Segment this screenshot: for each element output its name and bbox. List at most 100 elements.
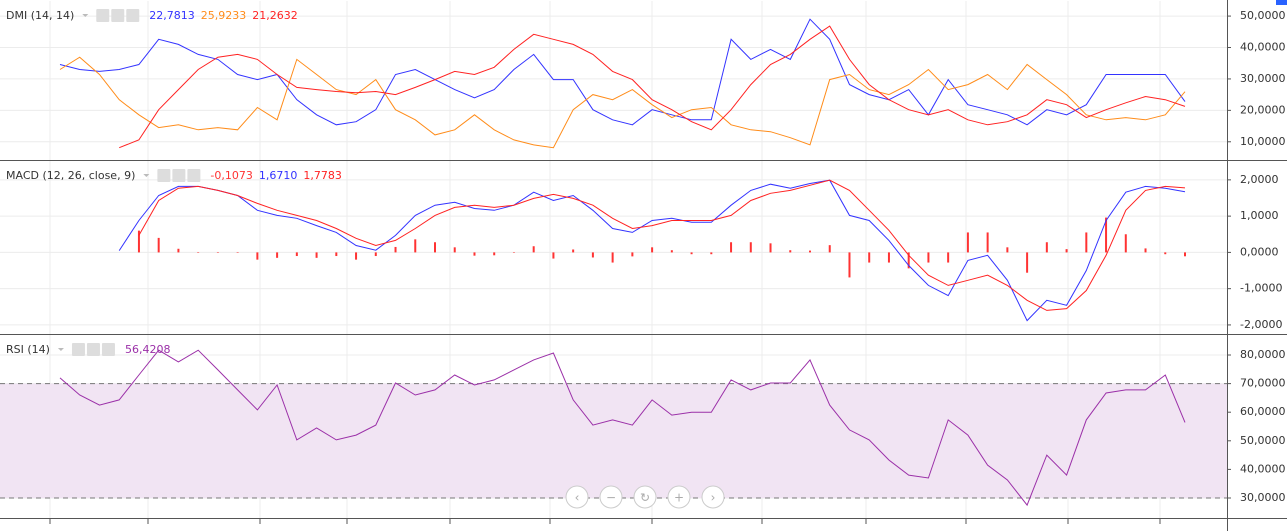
histogram-bar: [276, 252, 279, 258]
series-line: [59, 18, 1186, 126]
legend-value: 56,4208: [125, 343, 171, 356]
y-tick-label: 80,0000: [1240, 348, 1286, 361]
histogram-bar: [532, 246, 535, 253]
nav-button-icon: +: [674, 491, 684, 505]
legend-value: 1,6710: [259, 169, 298, 182]
histogram-bar: [887, 252, 890, 263]
band: [0, 383, 1227, 498]
legend-value: -0,1073: [210, 169, 252, 182]
y-tick-label: 30,0000: [1240, 491, 1286, 504]
icon-button: [101, 343, 115, 356]
y-tick-label: 20,0000: [1240, 103, 1286, 116]
histogram-bar: [216, 252, 219, 253]
histogram-bar: [947, 252, 950, 263]
histogram-bar: [670, 250, 673, 253]
histogram-bar: [1006, 247, 1009, 253]
nav-button-circle: [565, 485, 589, 509]
histogram-bar: [927, 252, 930, 263]
histogram-bar: [1065, 249, 1068, 253]
series-line: [118, 179, 1186, 322]
icon-button: [172, 169, 186, 182]
histogram-bar: [434, 242, 436, 253]
histogram-bar: [710, 252, 713, 255]
icon-button: [86, 343, 100, 356]
histogram-bar: [374, 252, 377, 257]
histogram-bar: [730, 242, 733, 253]
dropdown: [57, 348, 64, 351]
nav-button-icon: ↻: [640, 491, 650, 505]
histogram-bar: [1085, 232, 1088, 253]
histogram-bar: [690, 252, 693, 255]
y-tick-label: -2,0000: [1240, 318, 1282, 331]
nav-button[interactable]: ↻: [633, 485, 657, 509]
legend-value: 21,2632: [252, 9, 298, 22]
histogram-bar: [1184, 252, 1186, 257]
histogram-bar: [631, 252, 634, 257]
y-tick-label: 2,0000: [1240, 173, 1279, 186]
y-tick-label: 40,0000: [1240, 462, 1286, 475]
y-tick-label: -1,0000: [1240, 282, 1282, 295]
histogram-bar: [315, 252, 318, 258]
histogram-bar: [986, 232, 989, 253]
nav-button-icon: ‹: [575, 491, 580, 505]
histogram-bar: [355, 252, 358, 260]
histogram-bar: [907, 252, 910, 269]
histogram-bar: [789, 250, 792, 253]
nav-button-circle: [701, 485, 725, 509]
histogram-bar: [828, 245, 831, 253]
series-line: [138, 179, 1186, 311]
y-tick-label: 50,0000: [1240, 9, 1286, 22]
y-tick-label: 10,0000: [1240, 135, 1286, 148]
legend-value: 25,9233: [201, 9, 247, 22]
histogram-bar: [848, 252, 851, 278]
histogram-bar: [295, 252, 298, 257]
y-tick-label: 30,0000: [1240, 72, 1286, 85]
nav-button-circle: [633, 485, 657, 509]
histogram-bar: [473, 252, 476, 256]
y-tick-label: 70,0000: [1240, 377, 1286, 390]
nav-button-icon: −: [606, 491, 616, 505]
histogram-bar: [414, 239, 417, 253]
histogram-bar: [769, 243, 772, 253]
icon-button: [157, 169, 171, 182]
series-line: [119, 25, 1186, 149]
icon-button: [96, 9, 110, 22]
pane-title: DMI (14, 14): [6, 9, 74, 22]
histogram-bar: [809, 250, 811, 253]
pane-title: RSI (14): [6, 343, 50, 356]
histogram-bar: [868, 252, 871, 263]
series-line: [59, 56, 1186, 149]
histogram-bar: [335, 252, 338, 257]
y-tick-label: 50,0000: [1240, 434, 1286, 447]
histogram-bar: [651, 247, 654, 253]
histogram-bar: [453, 247, 456, 253]
y-tick-label: 1,0000: [1240, 209, 1279, 222]
histogram-bar: [1164, 252, 1167, 255]
nav-button-circle: [599, 485, 623, 509]
histogram-bar: [1026, 252, 1029, 273]
histogram-bar: [177, 248, 180, 253]
nav-button[interactable]: ›: [701, 485, 725, 509]
y-tick-label: 60,0000: [1240, 405, 1286, 418]
nav-button-circle: [667, 485, 691, 509]
legend-value: 22,7813: [149, 9, 195, 22]
histogram-bar: [157, 237, 160, 253]
icon-button: [126, 9, 140, 22]
nav-button[interactable]: ‹: [565, 485, 589, 509]
histogram-bar: [572, 249, 575, 253]
histogram-bar: [236, 252, 239, 253]
legend-value: 1,7783: [303, 169, 342, 182]
nav-button[interactable]: +: [667, 485, 691, 509]
histogram-bar: [611, 252, 614, 263]
histogram-bar: [749, 242, 752, 253]
histogram-bar: [591, 252, 594, 258]
histogram-bar: [1124, 234, 1127, 253]
histogram-bar: [1045, 242, 1048, 253]
nav-button-icon: ›: [711, 491, 716, 505]
histogram-bar: [1105, 217, 1108, 253]
histogram-bar: [966, 232, 969, 253]
histogram-bar: [512, 252, 515, 253]
nav-button[interactable]: −: [599, 485, 623, 509]
pane-title: MACD (12, 26, close, 9): [6, 169, 135, 182]
